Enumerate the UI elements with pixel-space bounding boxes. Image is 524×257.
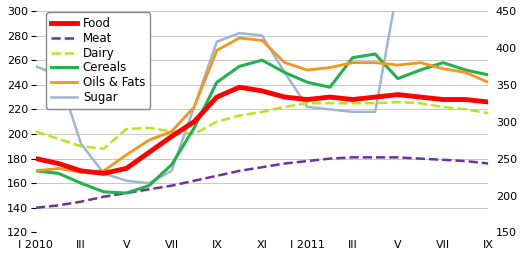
Legend: Food, Meat, Dairy, Cereals, Oils & Fats, Sugar: Food, Meat, Dairy, Cereals, Oils & Fats,… — [46, 12, 150, 109]
